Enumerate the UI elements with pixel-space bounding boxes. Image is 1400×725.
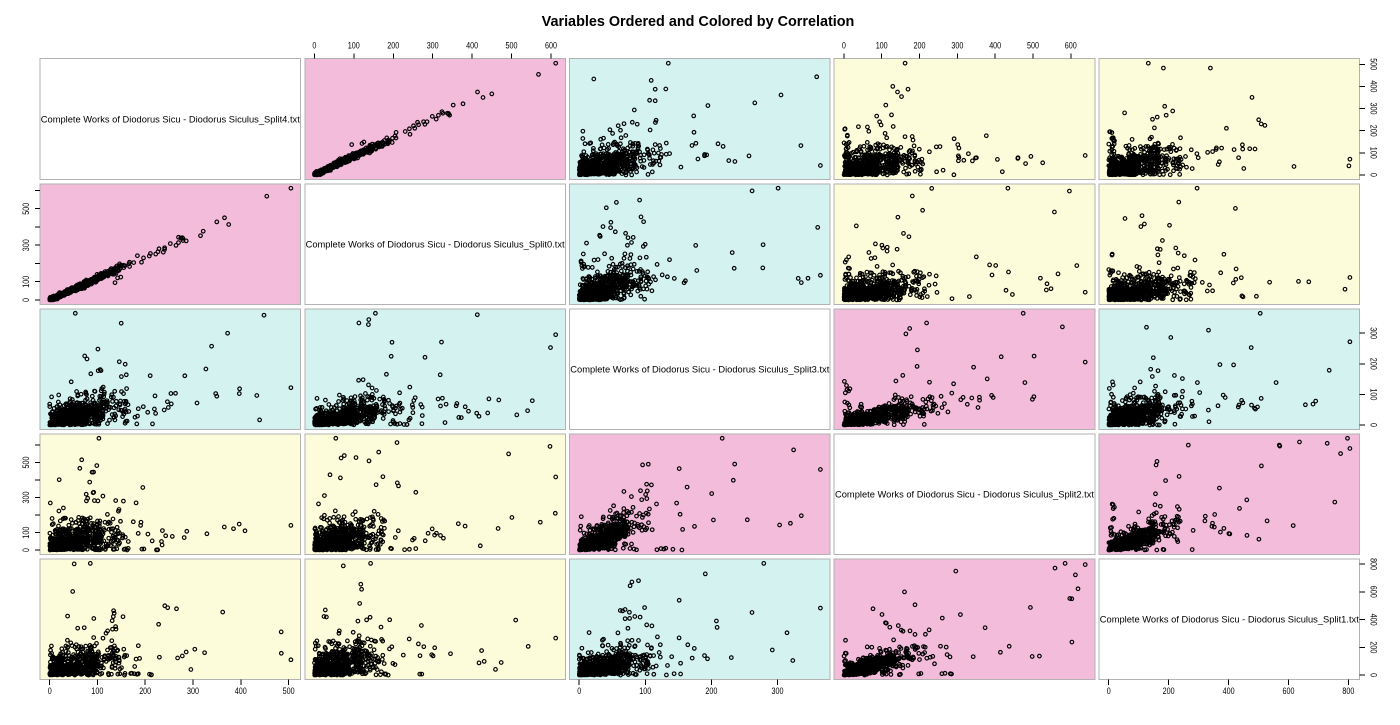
svg-text:200: 200 bbox=[1368, 641, 1378, 653]
svg-text:200: 200 bbox=[705, 686, 717, 696]
svg-text:200: 200 bbox=[1368, 358, 1378, 370]
svg-text:500: 500 bbox=[1027, 40, 1039, 50]
svg-text:300: 300 bbox=[427, 40, 439, 50]
svg-text:400: 400 bbox=[1223, 686, 1235, 696]
svg-text:0: 0 bbox=[1107, 686, 1111, 696]
svg-text:0: 0 bbox=[21, 548, 31, 552]
svg-text:200: 200 bbox=[139, 686, 151, 696]
svg-text:300: 300 bbox=[772, 686, 784, 696]
svg-text:400: 400 bbox=[1368, 614, 1378, 626]
svg-text:200: 200 bbox=[914, 40, 926, 50]
svg-text:500: 500 bbox=[1368, 58, 1378, 70]
svg-text:100: 100 bbox=[21, 276, 31, 288]
svg-text:500: 500 bbox=[21, 203, 31, 215]
svg-text:100: 100 bbox=[21, 527, 31, 539]
svg-text:Variables Ordered and Colored: Variables Ordered and Colored by Correla… bbox=[542, 14, 855, 30]
svg-text:Complete Works of Diodorus Sic: Complete Works of Diodorus Sicu - Diodor… bbox=[835, 490, 1094, 500]
svg-text:800: 800 bbox=[1342, 686, 1354, 696]
svg-text:400: 400 bbox=[466, 40, 478, 50]
svg-text:100: 100 bbox=[639, 686, 651, 696]
svg-text:100: 100 bbox=[876, 40, 888, 50]
svg-text:0: 0 bbox=[48, 686, 52, 696]
svg-text:0: 0 bbox=[312, 40, 316, 50]
svg-text:100: 100 bbox=[1368, 388, 1378, 400]
svg-text:400: 400 bbox=[235, 686, 247, 696]
svg-text:Complete Works of Diodorus Sic: Complete Works of Diodorus Sicu - Diodor… bbox=[306, 239, 565, 249]
svg-text:400: 400 bbox=[989, 40, 1001, 50]
svg-text:0: 0 bbox=[1368, 673, 1378, 677]
svg-text:0: 0 bbox=[577, 686, 581, 696]
svg-text:500: 500 bbox=[506, 40, 518, 50]
svg-text:100: 100 bbox=[1368, 147, 1378, 159]
svg-text:600: 600 bbox=[1065, 40, 1077, 50]
svg-text:300: 300 bbox=[187, 686, 199, 696]
svg-text:100: 100 bbox=[91, 686, 103, 696]
svg-text:800: 800 bbox=[1368, 558, 1378, 570]
svg-text:300: 300 bbox=[1368, 327, 1378, 339]
svg-text:Complete Works of Diodorus Sic: Complete Works of Diodorus Sicu - Diodor… bbox=[570, 365, 829, 375]
svg-text:0: 0 bbox=[842, 40, 846, 50]
svg-text:300: 300 bbox=[1368, 103, 1378, 115]
svg-text:600: 600 bbox=[1283, 686, 1295, 696]
svg-text:300: 300 bbox=[21, 239, 31, 251]
svg-text:0: 0 bbox=[21, 298, 31, 302]
svg-text:Complete Works of Diodorus Sic: Complete Works of Diodorus Sicu - Diodor… bbox=[41, 114, 300, 124]
svg-text:0: 0 bbox=[1368, 423, 1378, 427]
svg-text:600: 600 bbox=[545, 40, 557, 50]
svg-text:300: 300 bbox=[21, 492, 31, 504]
svg-text:200: 200 bbox=[1368, 125, 1378, 137]
svg-text:100: 100 bbox=[348, 40, 360, 50]
svg-text:300: 300 bbox=[951, 40, 963, 50]
svg-text:500: 500 bbox=[283, 686, 295, 696]
svg-text:600: 600 bbox=[1368, 586, 1378, 598]
svg-text:200: 200 bbox=[1163, 686, 1175, 696]
svg-text:0: 0 bbox=[1368, 173, 1378, 177]
svg-text:500: 500 bbox=[21, 457, 31, 469]
svg-text:Complete Works of Diodorus Sic: Complete Works of Diodorus Sicu - Diodor… bbox=[1100, 615, 1359, 625]
svg-text:200: 200 bbox=[387, 40, 399, 50]
svg-text:400: 400 bbox=[1368, 80, 1378, 92]
